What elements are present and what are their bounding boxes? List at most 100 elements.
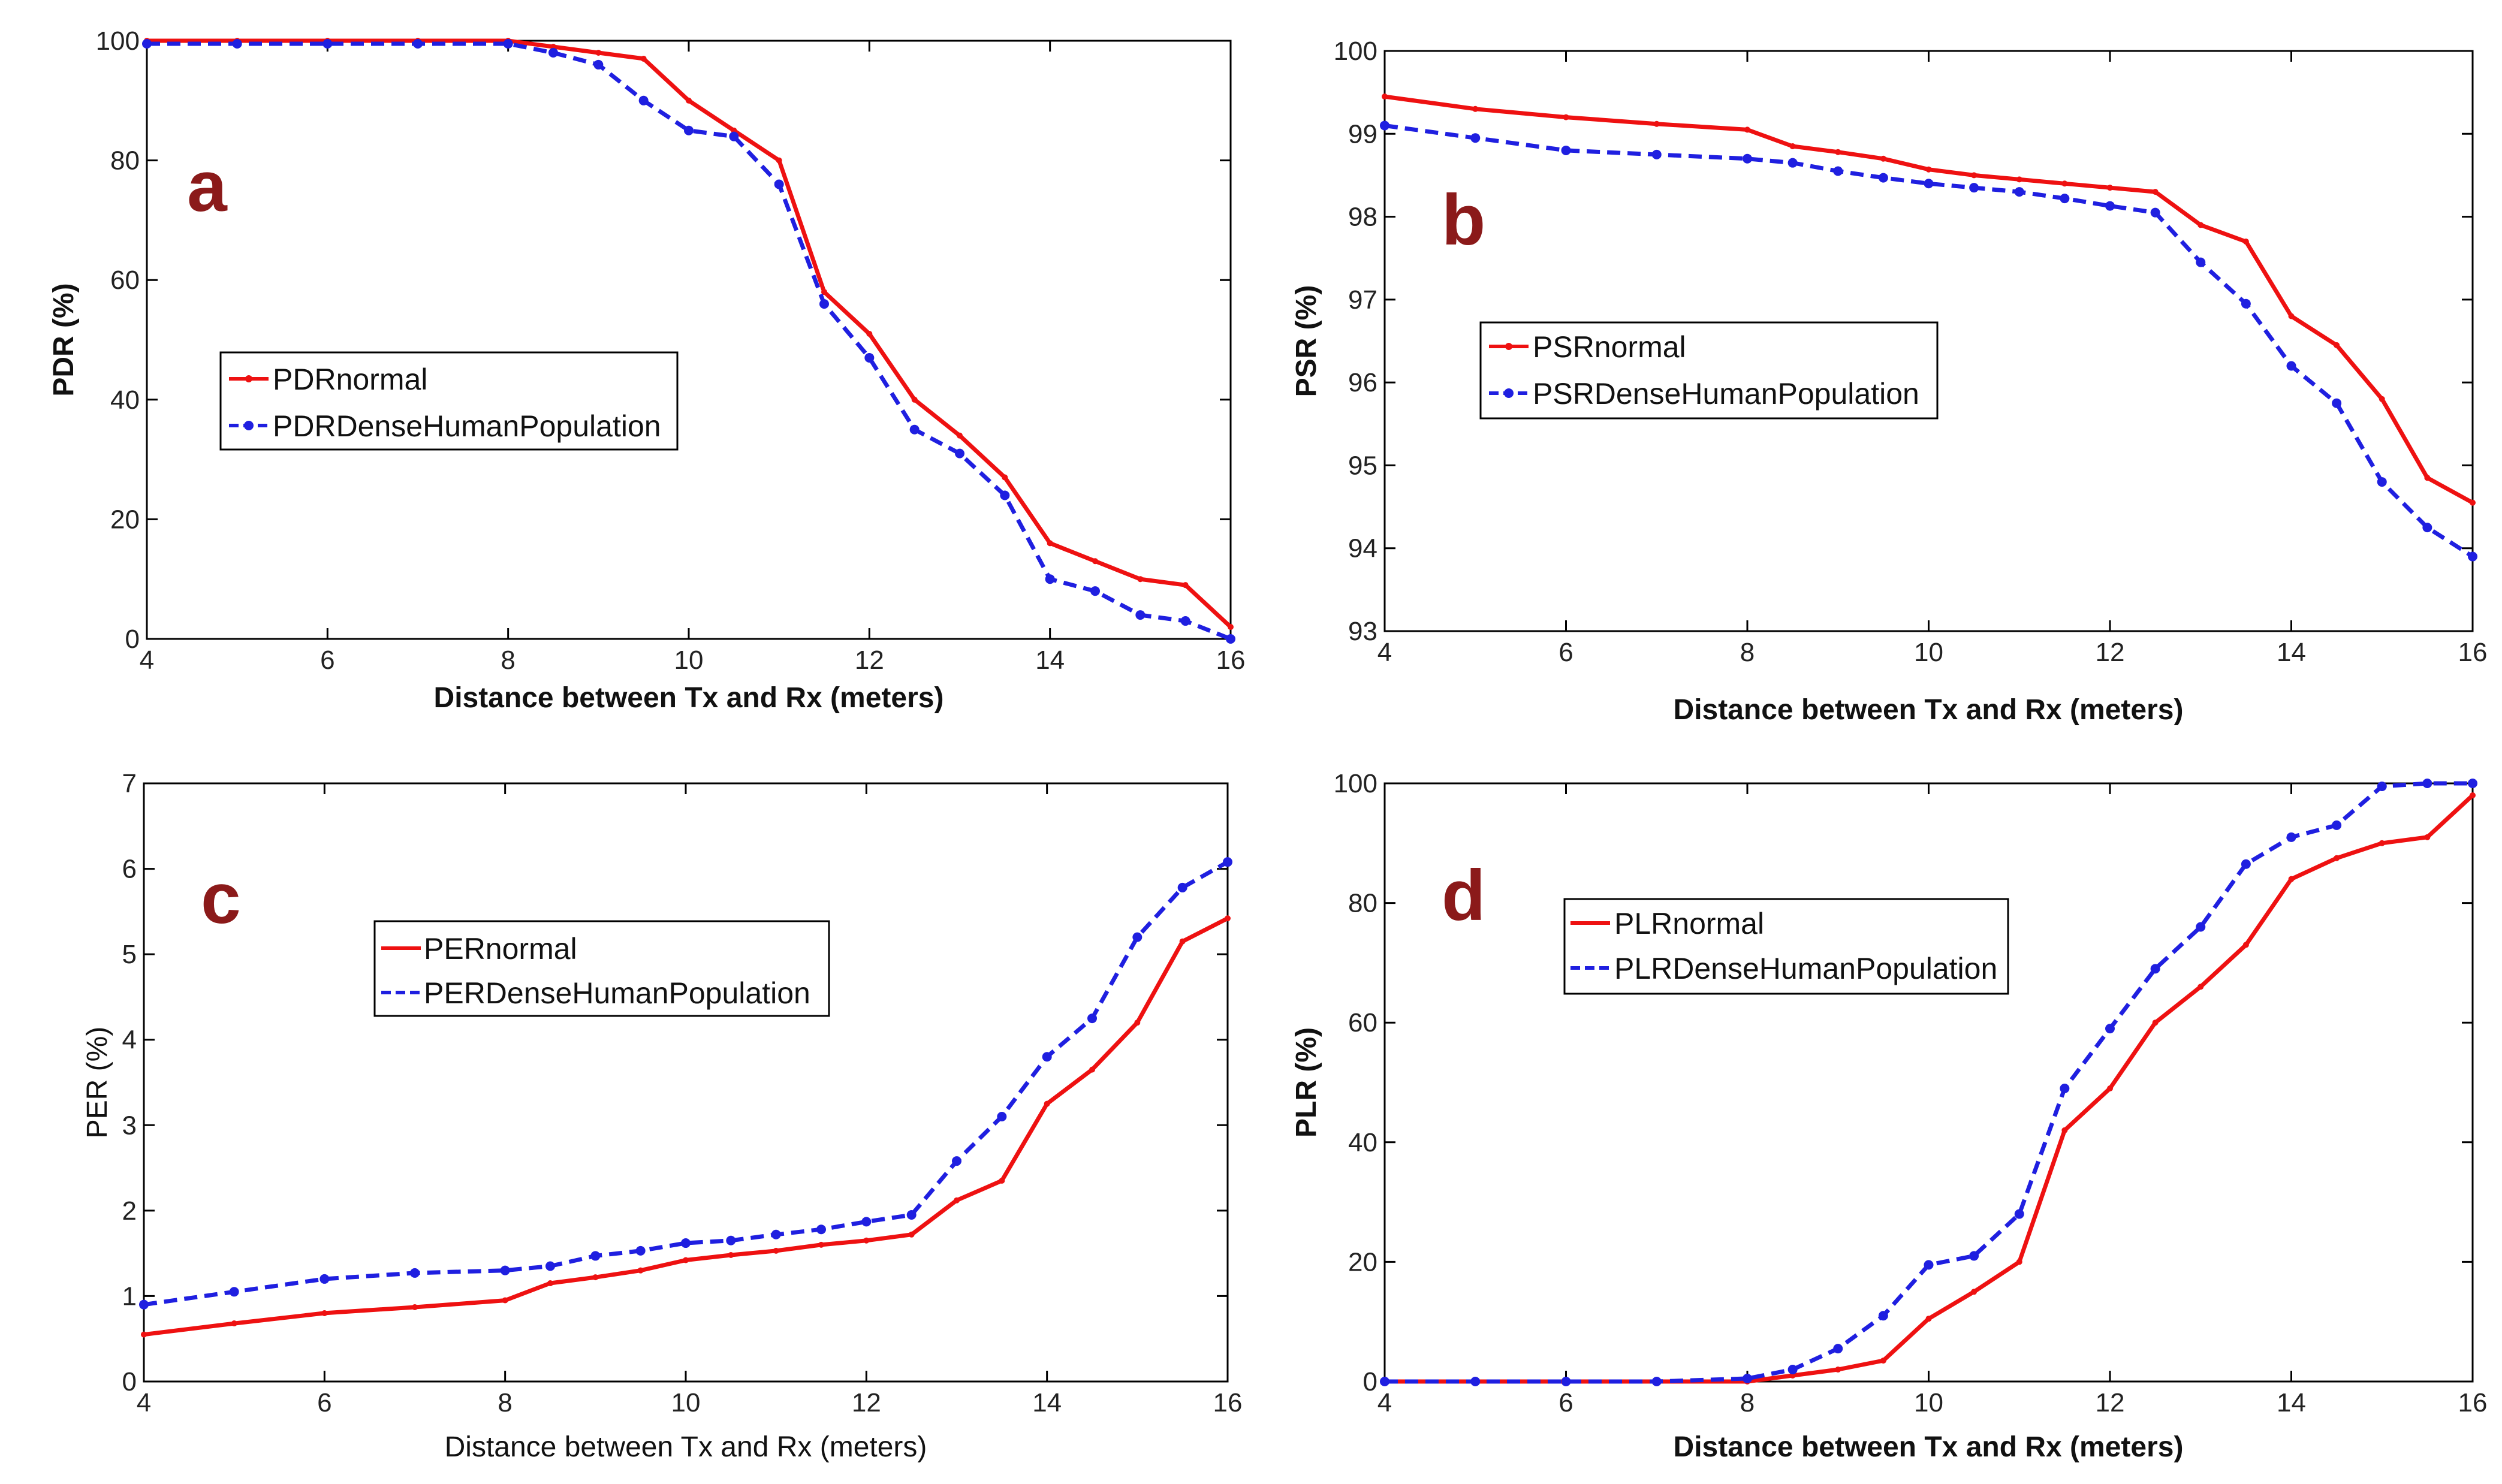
y-tick-label: 98 <box>1348 203 1377 232</box>
y-tick-label: 20 <box>1348 1247 1377 1277</box>
x-tick-label: 4 <box>1377 638 1392 667</box>
x-tick-label: 12 <box>855 646 884 675</box>
x-tick-label: 12 <box>2096 638 2125 667</box>
data-point <box>2014 1209 2024 1219</box>
data-point <box>911 396 918 403</box>
data-point <box>2197 984 2204 990</box>
y-tick-label: 94 <box>1348 534 1377 563</box>
data-point <box>229 1287 239 1297</box>
data-point <box>1087 1014 1097 1024</box>
data-point <box>2286 832 2296 842</box>
data-point <box>2422 523 2432 533</box>
data-point <box>1971 1289 1978 1295</box>
data-point <box>729 131 739 141</box>
data-point <box>503 38 513 49</box>
data-point <box>1225 915 1231 922</box>
data-point <box>2424 475 2431 481</box>
legend-label: PLRDenseHumanPopulation <box>1614 952 1997 985</box>
data-point <box>2014 187 2024 197</box>
panel-label: d <box>1442 855 1485 936</box>
x-tick-label: 8 <box>501 646 515 675</box>
panel-d: 0 20 40 60 80 100 4 6 8 10 12 14 16 d Distance betwe… <box>1291 769 2487 1463</box>
x-tick-label: 14 <box>2277 1388 2306 1417</box>
y-tick-label: 4 <box>122 1025 137 1055</box>
y-tick-label: 20 <box>110 505 140 534</box>
data-point <box>640 55 647 62</box>
data-point <box>2060 1083 2070 1093</box>
data-point <box>2105 1024 2115 1034</box>
data-point <box>141 1331 147 1338</box>
panel-label: c <box>201 858 241 939</box>
data-point <box>773 1247 779 1254</box>
data-point <box>1382 93 1388 100</box>
y-tick-label: 3 <box>122 1111 137 1140</box>
data-point <box>906 1209 917 1220</box>
data-point <box>2016 176 2022 183</box>
panel-label: a <box>187 146 228 227</box>
legend: PSRnormal PSRDenseHumanPopulation <box>1479 321 1939 420</box>
data-point <box>1042 1052 1052 1062</box>
data-point <box>1789 143 1796 150</box>
x-tick-label: 16 <box>1216 646 1246 675</box>
data-point <box>413 38 423 49</box>
panel-a: 0 20 40 60 80 100 4 6 8 10 12 14 16 a Distance betwe… <box>48 26 1245 714</box>
data-point <box>866 331 873 337</box>
y-tick-label: 100 <box>1334 37 1377 66</box>
data-point <box>1135 610 1146 620</box>
data-point <box>861 1217 872 1227</box>
data-point <box>1134 1020 1141 1026</box>
data-point <box>2288 313 2295 319</box>
data-point <box>2332 398 2342 408</box>
legend: PERnormal PERDenseHumanPopulation <box>373 920 830 1017</box>
data-point <box>728 1251 734 1258</box>
data-point <box>1044 1100 1050 1107</box>
x-tick-label: 16 <box>2458 638 2488 667</box>
data-point <box>816 1224 826 1235</box>
data-point <box>863 1237 870 1244</box>
legend: PDRnormal PDRDenseHumanPopulation <box>219 351 679 451</box>
data-point <box>1925 1316 1932 1322</box>
data-point <box>1089 1066 1095 1073</box>
x-tick-label: 6 <box>317 1388 331 1417</box>
data-point <box>635 1245 646 1256</box>
data-point <box>821 289 827 295</box>
x-tick-label: 14 <box>1035 646 1065 675</box>
data-point <box>681 1238 691 1248</box>
data-point <box>1470 133 1481 143</box>
data-point <box>593 59 604 70</box>
data-point <box>637 1267 644 1274</box>
y-tick-label: 0 <box>1363 1367 1377 1396</box>
legend-label: PSRDenseHumanPopulation <box>1533 377 1919 411</box>
x-tick-label: 6 <box>320 646 334 675</box>
data-point <box>1651 1377 1662 1386</box>
data-point <box>771 1229 781 1239</box>
legend-marker <box>245 375 252 382</box>
data-point <box>686 97 692 104</box>
data-point <box>2060 194 2070 204</box>
data-point <box>1228 624 1234 631</box>
data-point <box>1132 932 1143 942</box>
data-point <box>2196 257 2206 267</box>
legend-label: PERDenseHumanPopulation <box>424 976 810 1010</box>
data-point <box>2377 781 2387 791</box>
legend-label: PLRnormal <box>1614 907 1764 940</box>
data-point <box>2379 840 2385 846</box>
data-point <box>1223 857 1232 867</box>
data-point <box>595 49 602 56</box>
data-point <box>1744 126 1750 133</box>
data-point <box>2241 859 2251 869</box>
data-point <box>2242 942 2249 948</box>
x-tick-label: 6 <box>1559 638 1573 667</box>
legend-label: PSRnormal <box>1533 330 1686 364</box>
data-point <box>1833 166 1843 176</box>
legend-label: PDRDenseHumanPopulation <box>273 409 661 443</box>
legend-label: PERnormal <box>424 932 577 966</box>
y-tick-label: 60 <box>1348 1008 1377 1037</box>
x-tick-label: 16 <box>2458 1388 2488 1417</box>
x-tick-label: 14 <box>1032 1388 1062 1417</box>
data-point <box>2152 189 2159 195</box>
x-tick-label: 10 <box>1914 1388 1943 1417</box>
data-point <box>2470 792 2476 798</box>
data-point <box>2288 876 2295 882</box>
